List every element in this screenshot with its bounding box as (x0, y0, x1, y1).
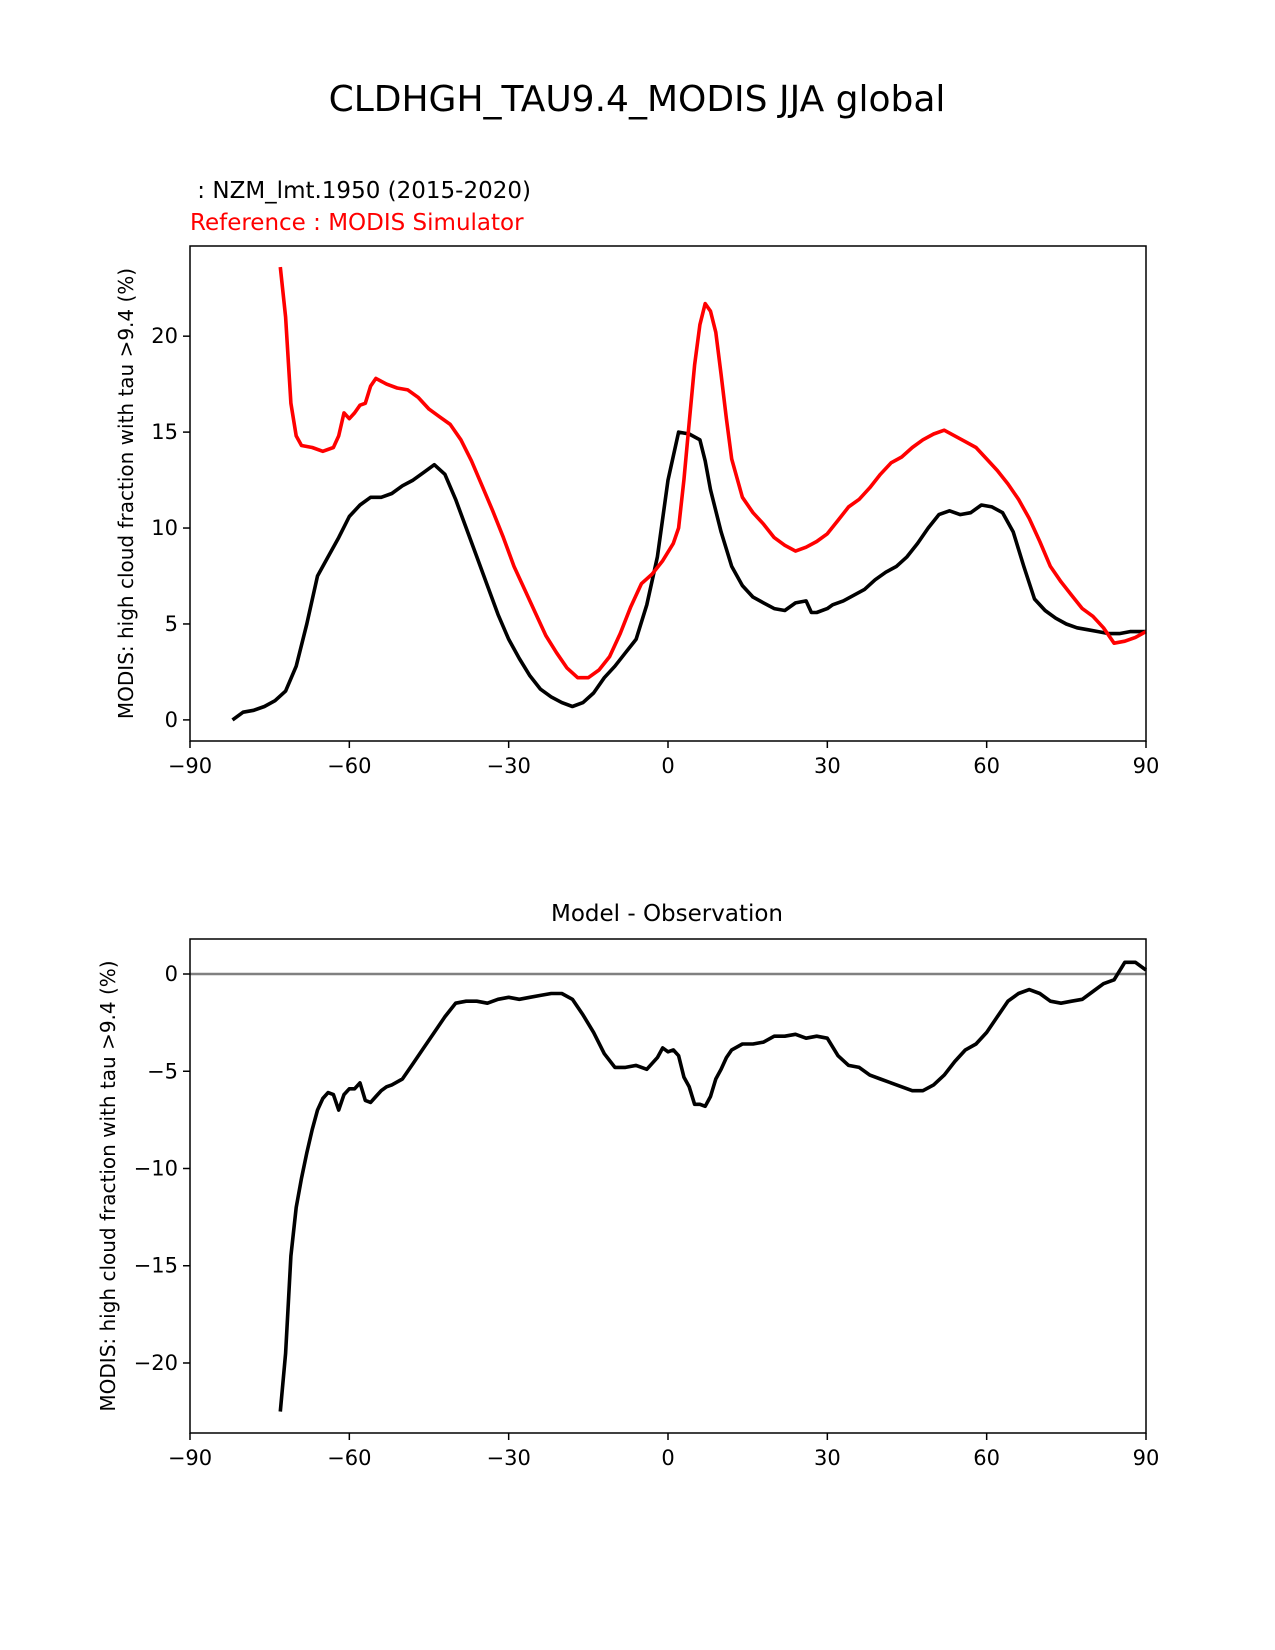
difference-title: Model - Observation (551, 901, 783, 927)
bottom-y-axis-label: MODIS: high cloud fraction with tau >9.4… (96, 960, 120, 1411)
top-y-tick-label: 20 (151, 324, 178, 348)
bottom-x-tick-label: 30 (814, 1446, 841, 1470)
top-x-tick-label: 60 (973, 754, 1000, 778)
top-x-tick-label: −60 (327, 754, 371, 778)
top-x-tick-label: −90 (168, 754, 212, 778)
top-x-tick-label: 90 (1133, 754, 1160, 778)
bottom-x-tick-label: −90 (168, 1446, 212, 1470)
top-y-tick-label: 15 (151, 420, 178, 444)
bottom-y-tick-label: −20 (134, 1351, 178, 1375)
top-plot-area: −90 −60 −30 0 30 60 90 0 5 10 15 20 MODIS: high clou… (114, 245, 1160, 778)
top-series-line-0 (231, 430, 1146, 722)
bottom-x-tick-label: 60 (973, 1446, 1000, 1470)
test-case-subtitle: : NZM_lmt.1950 (2015-2020) (190, 178, 531, 204)
top-axes-frame (189, 245, 1147, 742)
bottom-y-tick-label: 0 (165, 962, 178, 986)
bottom-plot-area: −90 −60 −30 0 30 60 90 0 −5 −10 −15 −20 MODIS: high … (96, 938, 1160, 1470)
figure-title: CLDHGH_TAU9.4_MODIS JJA global (329, 79, 946, 120)
bottom-chart: Model - Observation −90 −60 −30 0 30 60 900−5−… (96, 901, 1159, 1470)
bottom-x-tick-label: −60 (327, 1446, 371, 1470)
bottom-axes-frame (189, 938, 1147, 1434)
bottom-series-line-0 (278, 960, 1148, 1412)
bottom-x-tick-label: −30 (487, 1446, 531, 1470)
bottom-y-tick-label: −15 (134, 1254, 178, 1278)
top-series-line-1 (278, 266, 1147, 680)
top-y-tick-label: 10 (151, 516, 178, 540)
reference-subtitle: Reference : MODIS Simulator (190, 210, 524, 236)
top-x-tick-label: 30 (814, 754, 841, 778)
bottom-x-tick-label: 90 (1133, 1446, 1160, 1470)
bottom-y-tick-label: −10 (134, 1156, 178, 1180)
top-x-tick-label: −30 (487, 754, 531, 778)
top-y-axis-label: MODIS: high cloud fraction with tau >9.4… (114, 268, 138, 719)
top-y-tick-label: 5 (165, 612, 178, 636)
top-y-tick-label: 0 (165, 708, 178, 732)
bottom-y-tick-label: −5 (147, 1059, 178, 1083)
bottom-x-tick-label: 0 (661, 1446, 674, 1470)
top-x-tick-label: 0 (661, 754, 674, 778)
top-chart: : NZM_lmt.1950 (2015-2020) Reference : M… (114, 178, 1159, 778)
